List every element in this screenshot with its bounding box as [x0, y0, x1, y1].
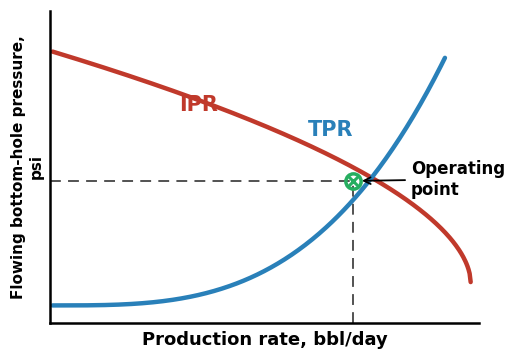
Text: TPR: TPR: [308, 120, 353, 140]
X-axis label: Production rate, bbl/day: Production rate, bbl/day: [142, 331, 388, 349]
Text: IPR: IPR: [179, 95, 218, 115]
Text: Operating
point: Operating point: [364, 160, 505, 199]
Y-axis label: Flowing bottom-hole pressure,
psi: Flowing bottom-hole pressure, psi: [11, 35, 44, 299]
